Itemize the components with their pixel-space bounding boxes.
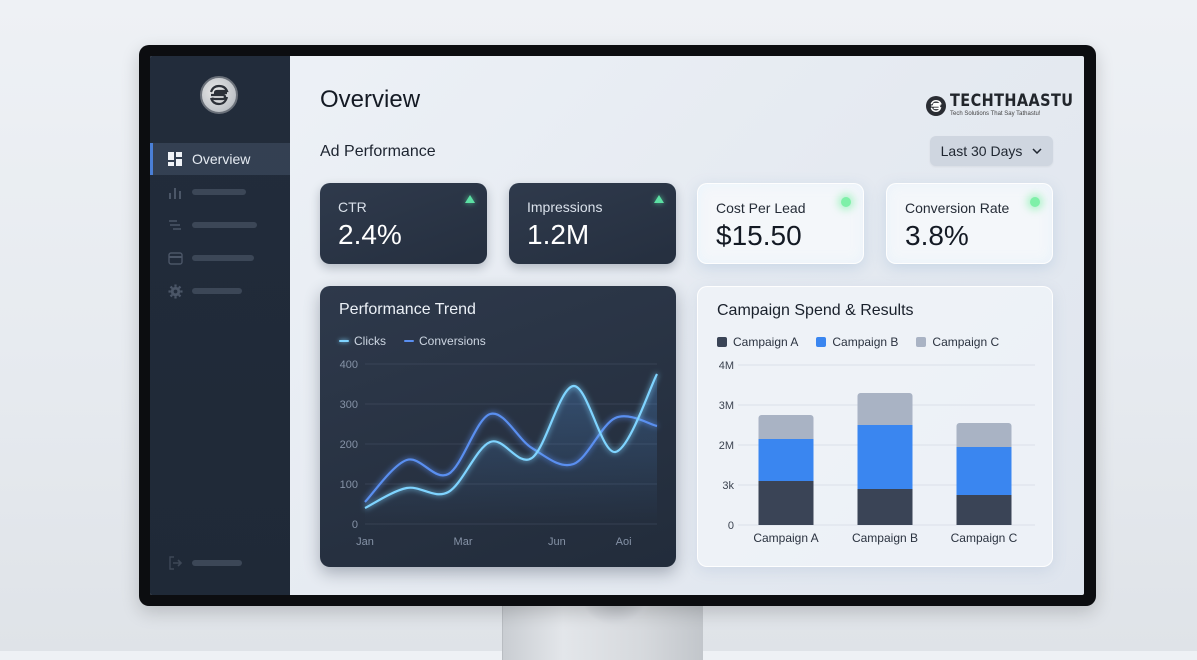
kpi-card-ctr[interactable]: CTR 2.4%: [320, 183, 487, 264]
svg-text:Aoi: Aoi: [616, 536, 632, 548]
svg-text:0: 0: [728, 520, 734, 532]
kpi-value: 1.2M: [527, 219, 590, 250]
monitor-frame: Overview: [139, 45, 1096, 606]
stacked-bar-chart[interactable]: 0 3k 2M 3M 4M Campaign A Campaign B Campaign C: [698, 287, 1054, 568]
legend-swatch: [816, 337, 827, 347]
svg-text:Mar: Mar: [454, 536, 473, 548]
svg-text:3k: 3k: [722, 480, 734, 492]
logout-icon: [167, 555, 183, 571]
legend-label: Campaign C: [932, 335, 1000, 349]
svg-text:0: 0: [352, 519, 358, 531]
kpi-label: CTR: [338, 199, 367, 215]
brand-mark-icon: [926, 95, 946, 116]
chevron-down-icon: [1032, 146, 1042, 157]
app-logo[interactable]: [200, 76, 238, 114]
sidebar-item-settings[interactable]: [150, 275, 290, 307]
legend-item-conversions[interactable]: Conversions: [404, 334, 486, 348]
credit-card-icon: [167, 250, 183, 266]
svg-text:200: 200: [340, 439, 358, 451]
legend-swatch: [404, 340, 414, 342]
brand-logo: TECHTHAASTU Tech Solutions That Say Tath…: [926, 93, 1084, 118]
sidebar-item-placeholder: [192, 288, 242, 294]
legend-label: Campaign B: [832, 335, 899, 349]
kpi-value: $15.50: [716, 220, 802, 251]
sidebar-item-placeholder: [192, 560, 242, 566]
svg-text:400: 400: [340, 359, 358, 371]
filter-lines-icon: [167, 217, 183, 233]
sidebar-item-placeholder: [192, 189, 246, 195]
sidebar-item-logout[interactable]: [150, 547, 290, 579]
svg-text:Jan: Jan: [356, 536, 374, 548]
status-dot-icon: [841, 197, 851, 207]
trend-up-icon: [654, 195, 664, 203]
kpi-label: Impressions: [527, 199, 603, 215]
main-content: Overview Ad Performance TECHTHAASTU Tech…: [290, 56, 1084, 595]
sidebar-item-placeholder: [192, 255, 254, 261]
kpi-label: Conversion Rate: [905, 200, 1010, 216]
card-title: Performance Trend: [339, 301, 476, 318]
legend-item-clicks[interactable]: Clicks: [339, 334, 386, 348]
kpi-card-impressions[interactable]: Impressions 1.2M: [509, 183, 676, 264]
legend-label: Conversions: [419, 334, 486, 348]
sidebar-item-overview[interactable]: Overview: [150, 143, 290, 175]
brand-tagline: Tech Solutions That Say Tathastu!: [950, 111, 1041, 117]
chart-legend: Clicks Conversions: [339, 334, 504, 348]
sidebar-item-label: Overview: [192, 151, 251, 167]
kpi-label: Cost Per Lead: [716, 200, 806, 216]
svg-text:Campaign C: Campaign C: [951, 531, 1018, 545]
sidebar-item-analytics[interactable]: [150, 176, 290, 208]
sidebar-item-placeholder: [192, 222, 257, 228]
legend-swatch: [717, 337, 727, 347]
sidebar-item-filters[interactable]: [150, 209, 290, 241]
svg-text:Jun: Jun: [548, 536, 566, 548]
svg-text:3M: 3M: [719, 400, 734, 412]
svg-text:300: 300: [340, 399, 358, 411]
logo-mark-icon: [209, 84, 229, 106]
legend-item-campaign-b[interactable]: Campaign B: [816, 335, 898, 349]
legend-label: Campaign A: [733, 335, 799, 349]
sidebar: Overview: [150, 56, 290, 595]
date-range-dropdown[interactable]: Last 30 Days: [930, 136, 1053, 166]
svg-text:4M: 4M: [719, 360, 734, 372]
trend-up-icon: [465, 195, 475, 203]
svg-text:Campaign A: Campaign A: [753, 531, 818, 545]
kpi-card-conversion-rate[interactable]: Conversion Rate 3.8%: [886, 183, 1053, 264]
dashboard-grid-icon: [167, 151, 183, 167]
svg-text:2M: 2M: [719, 440, 734, 452]
campaign-spend-card: 0 3k 2M 3M 4M Campaign A Campaign B Campaign C …: [697, 286, 1053, 567]
performance-trend-card: 0 100 200 300 400 Jan Mar Jun Aoi Performance Tr…: [320, 286, 676, 567]
svg-text:Campaign B: Campaign B: [852, 531, 918, 545]
date-range-label: Last 30 Days: [940, 143, 1023, 159]
dashboard-screen: Overview: [150, 56, 1084, 595]
bar-chart-icon: [167, 184, 183, 200]
sidebar-item-billing[interactable]: [150, 242, 290, 274]
legend-item-campaign-c[interactable]: Campaign C: [916, 335, 999, 349]
section-subtitle: Ad Performance: [320, 143, 436, 160]
legend-label: Clicks: [354, 334, 386, 348]
legend-swatch: [339, 340, 349, 342]
legend-swatch: [916, 337, 927, 347]
kpi-card-cost-per-lead[interactable]: Cost Per Lead $15.50: [697, 183, 864, 264]
kpi-value: 3.8%: [905, 220, 969, 251]
status-dot-icon: [1030, 197, 1040, 207]
brand-name: TECHTHAASTU: [950, 91, 1074, 111]
card-title: Campaign Spend & Results: [717, 302, 914, 319]
line-chart[interactable]: 0 100 200 300 400 Jan Mar Jun Aoi: [320, 286, 676, 567]
kpi-value: 2.4%: [338, 219, 402, 250]
page-title: Overview: [320, 86, 421, 113]
svg-text:100: 100: [340, 479, 358, 491]
gear-icon: [167, 283, 183, 299]
chart-legend: Campaign A Campaign B Campaign C: [717, 335, 1017, 349]
legend-item-campaign-a[interactable]: Campaign A: [717, 335, 798, 349]
